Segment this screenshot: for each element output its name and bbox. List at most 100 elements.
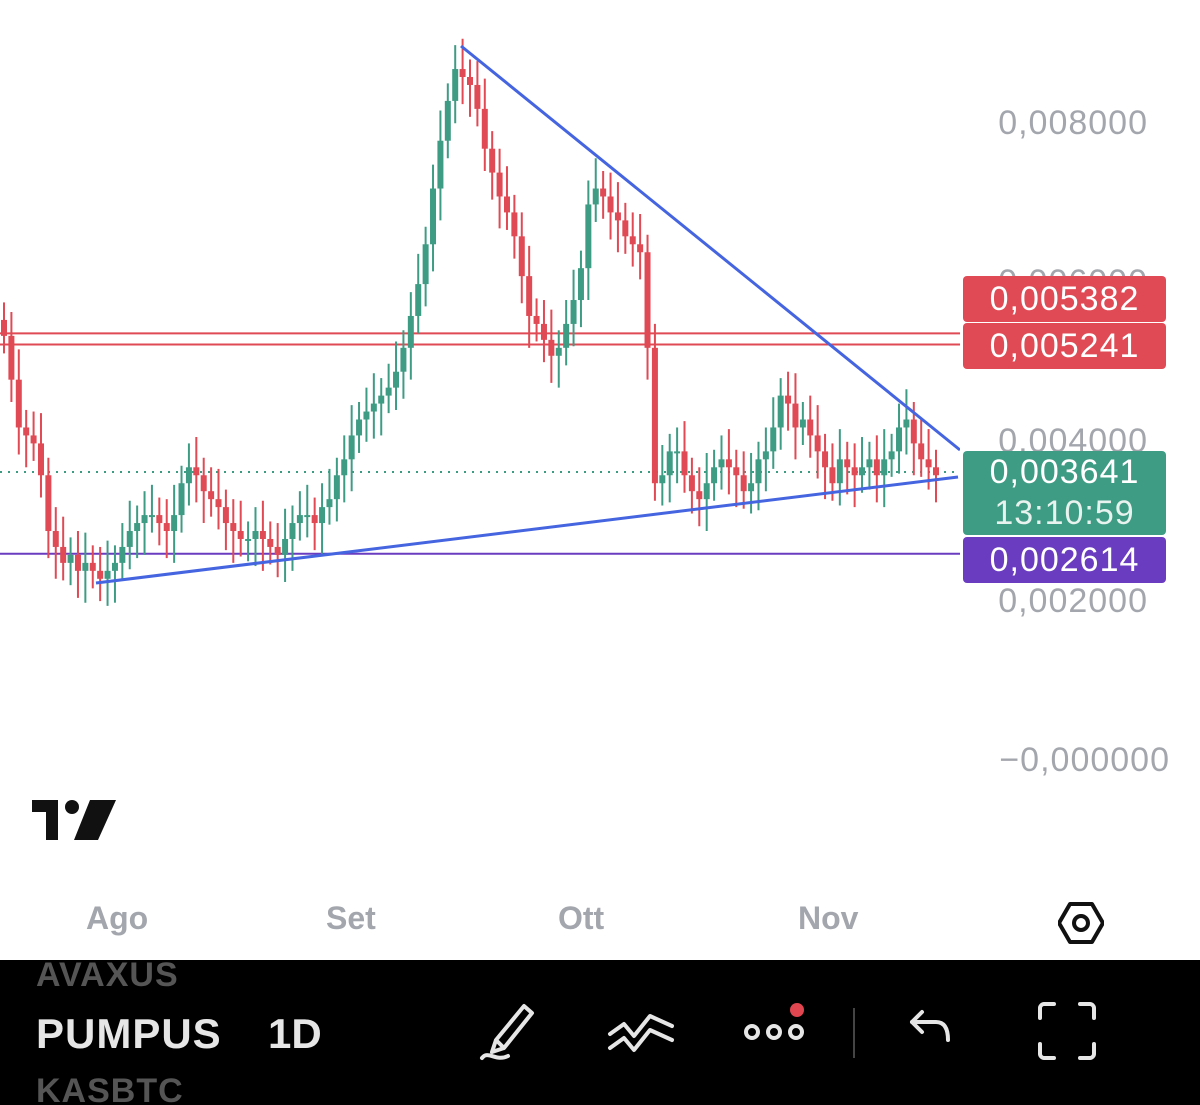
candle-body	[245, 538, 252, 541]
candle-body	[259, 531, 266, 539]
candle-body	[489, 148, 496, 173]
candle-body	[45, 475, 52, 532]
trendline-tools-icon[interactable]	[606, 1000, 676, 1065]
candle-body	[807, 419, 814, 436]
candle-body	[762, 451, 769, 460]
candle-body	[711, 467, 718, 484]
x-tick-label: Set	[326, 900, 376, 936]
candle-body	[600, 188, 607, 197]
candle-body	[30, 435, 37, 444]
candle-body	[866, 459, 873, 468]
candle-body	[467, 77, 473, 85]
candle-body	[356, 419, 363, 436]
candle-body	[400, 347, 407, 372]
candle-body	[252, 531, 259, 539]
candle-body	[74, 554, 81, 571]
candle-body	[8, 335, 15, 380]
candle-body	[230, 523, 237, 532]
candle-body	[844, 459, 851, 468]
candle-body	[474, 84, 481, 109]
brush-icon[interactable]	[478, 1000, 538, 1067]
candle-body	[222, 507, 229, 524]
trendline-0	[95, 475, 959, 585]
candle-body	[733, 467, 740, 476]
candle-body	[148, 515, 155, 518]
y-tick-label: −0,000000	[999, 741, 1170, 779]
candle-body	[666, 451, 673, 476]
candle-body	[585, 204, 592, 269]
candle-body	[614, 212, 621, 221]
candle-body	[415, 284, 422, 316]
candle-body	[341, 459, 348, 476]
last-price-label[interactable]: 0,003641 13:10:59	[963, 451, 1166, 535]
candle-body	[792, 403, 799, 428]
candle-body	[740, 475, 747, 492]
level-price-label-0[interactable]: 0,005382	[963, 276, 1166, 322]
level-price-label-1[interactable]: 0,005241	[963, 323, 1166, 369]
symbol-next[interactable]: KASBTC	[36, 1072, 184, 1105]
candle-body	[171, 515, 178, 532]
candle-body	[104, 570, 111, 579]
candle-body	[141, 515, 148, 524]
candle-body	[215, 499, 222, 508]
trendline-1	[460, 44, 960, 452]
candle-body	[185, 467, 192, 484]
candle-body	[718, 459, 725, 468]
candle-body	[888, 451, 895, 460]
candle-body	[688, 475, 695, 492]
candle-body	[526, 276, 533, 316]
candle-body	[873, 459, 880, 476]
candle-body	[193, 467, 200, 476]
symbol-prev[interactable]: AVAXUS	[36, 960, 179, 994]
more-dots-icon[interactable]	[740, 1000, 812, 1055]
candle-body	[681, 451, 688, 476]
candle-body	[725, 459, 732, 468]
candle-body	[326, 499, 333, 508]
candle-body	[563, 323, 570, 348]
candle-body	[659, 475, 666, 484]
candle-body	[822, 451, 829, 468]
chart-area[interactable]: 0,0080000,0060000,0040000,002000−0,00000…	[0, 0, 1200, 960]
interval-selector[interactable]: 1D	[268, 1010, 322, 1057]
candle-body	[437, 140, 444, 189]
candle-body	[319, 507, 326, 524]
x-tick-label: Ott	[558, 900, 605, 936]
candle-body	[37, 443, 44, 476]
tradingview-logo	[32, 800, 118, 849]
candle-body	[200, 475, 207, 492]
candle-body	[208, 491, 215, 500]
candle-body	[370, 403, 377, 412]
level-price-label-2[interactable]: 0,002614	[963, 537, 1166, 583]
candle-body	[481, 108, 488, 149]
bar-countdown: 13:10:59	[994, 494, 1135, 532]
candle-body	[385, 387, 392, 396]
candle-body	[348, 435, 355, 460]
candle-body	[111, 562, 118, 571]
candle-body	[178, 483, 185, 516]
candle-body	[15, 379, 22, 428]
candle-body	[60, 546, 67, 563]
candle-body	[363, 411, 370, 420]
candle-body	[925, 459, 932, 468]
candle-body	[134, 523, 141, 532]
candle-body	[274, 546, 281, 555]
undo-icon[interactable]	[908, 1000, 954, 1055]
price-chart[interactable]	[0, 0, 960, 900]
settings-hexagon-icon[interactable]	[1057, 900, 1105, 946]
candle-body	[674, 451, 681, 454]
candle-body	[577, 268, 584, 301]
candle-body	[836, 459, 843, 484]
candle-body	[452, 69, 459, 101]
candle-body	[23, 427, 30, 436]
candle-body	[555, 347, 562, 356]
candle-body	[378, 395, 385, 404]
fullscreen-icon[interactable]	[1036, 1000, 1098, 1067]
candle-body	[814, 435, 821, 452]
y-tick-label: 0,002000	[998, 582, 1148, 620]
candle-body	[119, 546, 126, 563]
symbol-selector[interactable]: PUMPUS	[36, 1010, 222, 1057]
toolbar-divider	[853, 1008, 855, 1058]
candle-body	[503, 196, 510, 213]
candle-body	[52, 531, 59, 547]
candle-body	[799, 419, 806, 428]
